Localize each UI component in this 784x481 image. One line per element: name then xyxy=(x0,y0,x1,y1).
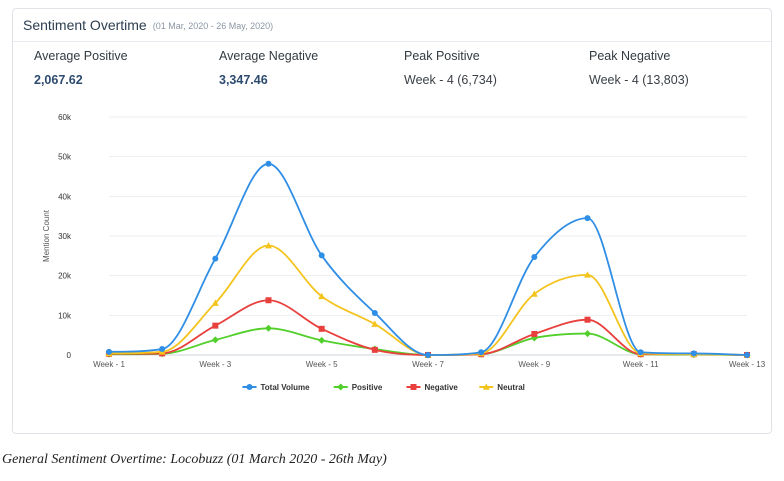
sentiment-card: Sentiment Overtime (01 Mar, 2020 - 26 Ma… xyxy=(12,8,772,434)
data-point xyxy=(159,346,166,353)
x-tick-label: Week - 11 xyxy=(623,360,659,369)
x-tick-label: Week - 1 xyxy=(93,360,125,369)
grid-lines xyxy=(109,116,747,356)
data-point xyxy=(371,309,378,316)
legend-item[interactable]: Positive xyxy=(333,383,383,392)
legend: Total Volume Positive Negative Neutral xyxy=(242,383,525,392)
legend-label: Total Volume xyxy=(261,383,311,392)
y-axis-ticks: 0 10k 20k 30k 40k 50k 60k xyxy=(58,113,72,360)
data-point xyxy=(106,348,112,355)
stat-value: Week - 4 (6,734) xyxy=(404,73,497,87)
data-point xyxy=(265,242,272,249)
legend-item[interactable]: Negative xyxy=(406,383,459,392)
series-total-volume xyxy=(106,160,750,358)
data-point xyxy=(478,349,485,356)
data-point xyxy=(584,316,591,323)
data-point xyxy=(265,160,272,167)
x-tick-label: Week - 9 xyxy=(518,360,550,369)
stat-value: 2,067.62 xyxy=(34,73,83,87)
x-axis-ticks: Week - 1 Week - 3 Week - 5 Week - 7 Week - 9… xyxy=(93,360,766,369)
card-title: Sentiment Overtime xyxy=(23,17,147,33)
stat-average-positive: Average Positive 2,067.62 xyxy=(34,49,128,87)
data-point xyxy=(318,252,325,259)
x-tick-label: Week - 5 xyxy=(306,360,338,369)
card-header: Sentiment Overtime (01 Mar, 2020 - 26 Ma… xyxy=(13,9,771,42)
y-tick-label: 60k xyxy=(58,113,72,122)
y-tick-label: 10k xyxy=(58,311,72,320)
stat-label: Peak Positive xyxy=(404,49,480,63)
data-point xyxy=(584,271,591,278)
series-neutral xyxy=(105,242,751,358)
series-lines xyxy=(105,160,751,359)
y-tick-label: 20k xyxy=(58,272,72,281)
stat-label: Average Positive xyxy=(34,49,128,63)
stats-row: Average Positive 2,067.62 Average Negati… xyxy=(13,49,771,93)
data-point xyxy=(318,292,326,300)
y-tick-label: 40k xyxy=(58,192,72,201)
stat-average-negative: Average Negative 3,347.46 xyxy=(219,49,318,87)
y-tick-label: 0 xyxy=(67,351,72,360)
data-point xyxy=(211,299,219,306)
series-line xyxy=(108,244,748,356)
stat-value: 3,347.46 xyxy=(219,73,268,87)
stat-peak-negative: Peak Negative Week - 4 (13,803) xyxy=(589,49,689,87)
stat-peak-positive: Peak Positive Week - 4 (6,734) xyxy=(404,49,497,87)
legend-item[interactable]: Total Volume xyxy=(242,383,311,392)
data-point xyxy=(531,254,538,261)
stat-label: Peak Negative xyxy=(589,49,671,63)
legend-marker xyxy=(410,384,417,390)
y-axis-label: Mention Count xyxy=(42,209,51,262)
data-point xyxy=(265,297,272,304)
stat-value: Week - 4 (13,803) xyxy=(589,73,689,87)
data-point xyxy=(530,290,538,297)
data-point xyxy=(744,352,750,358)
legend-label: Negative xyxy=(425,383,459,392)
x-tick-label: Week - 13 xyxy=(729,360,766,369)
data-point xyxy=(318,325,325,332)
data-point xyxy=(371,320,379,327)
date-range: (01 Mar, 2020 - 26 May, 2020) xyxy=(152,21,274,31)
series-negative xyxy=(106,297,750,358)
data-point xyxy=(212,322,219,329)
legend-marker xyxy=(337,383,345,391)
y-tick-label: 30k xyxy=(58,232,72,241)
data-point xyxy=(371,346,378,353)
data-point xyxy=(531,330,538,337)
data-point xyxy=(211,336,219,344)
data-point xyxy=(425,352,431,358)
data-point xyxy=(584,215,591,222)
x-tick-label: Week - 3 xyxy=(199,360,231,369)
stat-label: Average Negative xyxy=(219,49,319,63)
data-point xyxy=(318,336,326,344)
legend-item[interactable]: Neutral xyxy=(479,383,525,392)
data-point xyxy=(212,255,219,262)
series-line xyxy=(108,162,748,356)
series-line xyxy=(108,299,748,356)
legend-marker xyxy=(246,384,253,390)
data-point xyxy=(690,350,697,357)
x-tick-label: Week - 7 xyxy=(412,360,444,369)
legend-label: Neutral xyxy=(497,383,525,392)
y-tick-label: 50k xyxy=(58,153,72,162)
data-point xyxy=(265,324,272,332)
legend-marker xyxy=(482,383,490,390)
figure-caption: General Sentiment Overtime: Locobuzz (01… xyxy=(2,452,387,467)
legend-label: Positive xyxy=(352,383,383,392)
data-point xyxy=(584,330,591,338)
data-point xyxy=(637,349,644,356)
